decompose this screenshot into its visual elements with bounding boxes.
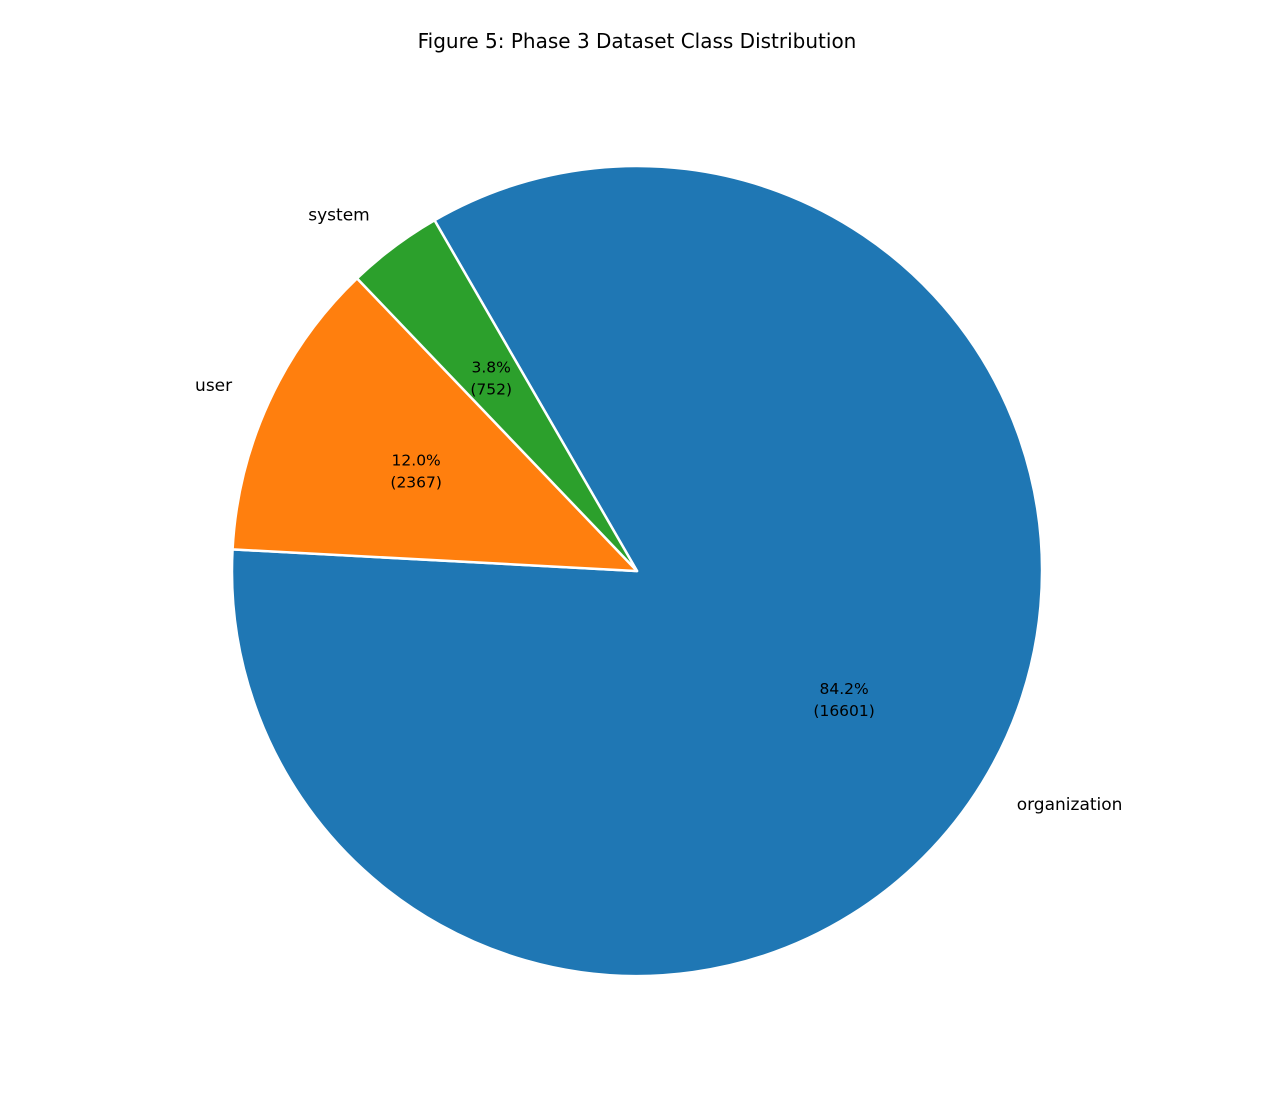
slice-label-organization: organization xyxy=(1017,795,1123,815)
pie-slice-system xyxy=(355,219,639,573)
slice-label-system: system xyxy=(308,206,369,226)
slice-pct-system: 3.8% xyxy=(472,359,511,377)
chart-title: Figure 5: Phase 3 Dataset Class Distribu… xyxy=(418,29,857,53)
pie-slice-user xyxy=(231,277,639,573)
slice-pct-user: 12.0% xyxy=(392,452,441,470)
slice-count-system: (752) xyxy=(470,381,512,399)
slice-count-organization: (16601) xyxy=(813,702,874,720)
slice-count-user: (2367) xyxy=(390,474,442,492)
slice-pct-organization: 84.2% xyxy=(819,680,868,698)
slice-label-user: user xyxy=(195,376,232,396)
